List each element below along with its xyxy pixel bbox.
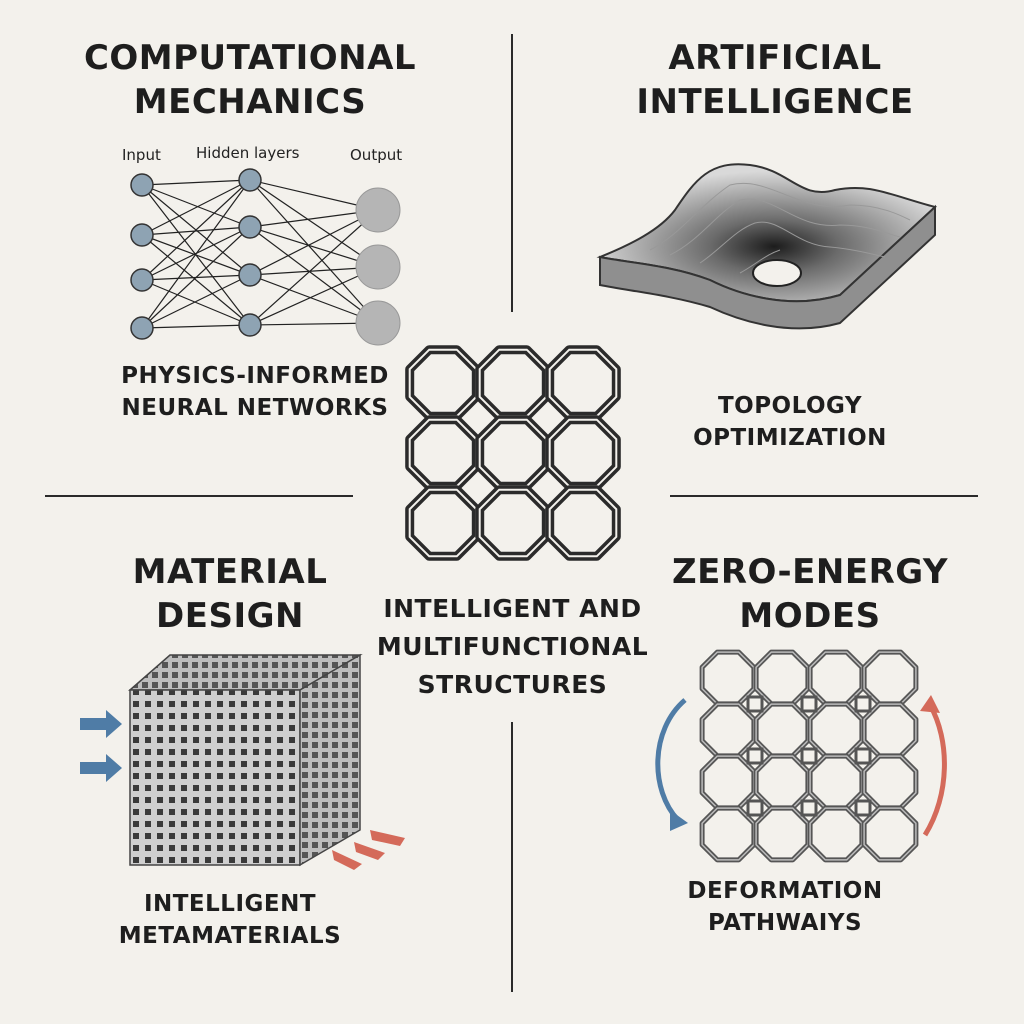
metamaterial-cube-illustration (80, 653, 405, 870)
z-square (854, 747, 872, 765)
title-line-1: ZERO-ENERGY (671, 552, 949, 592)
z-square (746, 695, 764, 713)
z-square (854, 695, 872, 713)
nn-edge (249, 266, 379, 326)
metamaterials-line-2: METAMATERIALS (118, 923, 342, 949)
computational-mechanics-title: COMPUTATIONAL MECHANICS (40, 36, 460, 124)
topology-optimization-subtitle: TOPOLOGY OPTIMIZATION (620, 390, 960, 454)
z-square (746, 799, 764, 817)
lattice-octagon-inner (478, 488, 548, 558)
nn-node (130, 223, 154, 247)
blue-rotation-arrow (655, 698, 687, 822)
topology-line-2: OPTIMIZATION (693, 425, 887, 451)
intelligent-metamaterials-subtitle: INTELLIGENT METAMATERIALS (80, 888, 380, 952)
input-label: Input (122, 146, 161, 164)
center-line-1: INTELLIGENT AND (383, 594, 642, 623)
center-line-3: STRUCTURES (417, 670, 608, 699)
nn-edge (141, 179, 251, 329)
z-octagon-inner (755, 807, 809, 861)
deformation-arrows (655, 695, 947, 837)
neural-network-diagram (130, 168, 401, 346)
lattice-octagon-inner (548, 418, 618, 488)
nn-node (238, 263, 262, 287)
lattice-octagon-inner (478, 418, 548, 488)
title-line-2: INTELLIGENCE (636, 82, 914, 122)
title-line-1: MATERIAL (132, 552, 328, 592)
nn-edge (249, 274, 379, 324)
z-square (746, 747, 764, 765)
center-caption: INTELLIGENT AND MULTIFUNCTIONAL STRUCTUR… (345, 590, 680, 704)
nn-edge (141, 179, 251, 236)
red-rotation-arrow (922, 703, 947, 837)
z-square (800, 799, 818, 817)
pinn-line-1: PHYSICS-INFORMED (121, 363, 389, 389)
z-square (800, 747, 818, 765)
pinn-subtitle: PHYSICS-INFORMED NEURAL NETWORKS (70, 360, 440, 424)
nn-edge (249, 209, 379, 326)
nn-output-node (355, 244, 401, 290)
nn-edge (249, 179, 379, 268)
octagonal-lattice-center (405, 345, 621, 561)
deformation-line-1: DEFORMATION (687, 878, 883, 904)
divider-top-vertical (511, 34, 513, 312)
lattice-octagon-inner (548, 488, 618, 558)
nn-edge (141, 184, 251, 228)
nn-node (130, 316, 154, 340)
z-octagon-inner (863, 807, 917, 861)
nn-edge (249, 209, 379, 276)
lattice-octagon-inner (408, 488, 478, 558)
z-octagon-inner (809, 807, 863, 861)
blue-arrow-head (670, 810, 688, 831)
nn-node (238, 168, 262, 192)
title-line-2: DESIGN (156, 596, 304, 636)
blue-force-arrows (80, 710, 122, 782)
zero-energy-modes-title: ZERO-ENERGY MODES (640, 550, 980, 638)
deformation-pathways-subtitle: DEFORMATION PATHWAIYS (635, 875, 935, 939)
lattice-octagon-inner (408, 418, 478, 488)
nn-output-node (355, 300, 401, 346)
title-line-1: COMPUTATIONAL (83, 38, 417, 78)
output-label: Output (350, 146, 403, 164)
red-force-strokes (332, 830, 405, 870)
nn-edge (141, 226, 251, 236)
title-line-2: MODES (739, 596, 881, 636)
nn-edge (141, 179, 251, 281)
nn-node (238, 313, 262, 337)
lattice-octagon-inner (408, 348, 478, 418)
nn-node (238, 215, 262, 239)
nn-edge (141, 234, 251, 326)
lattice-octagon-inner (478, 348, 548, 418)
z-octagon-inner (701, 807, 755, 861)
deformation-line-2: PATHWAIYS (707, 910, 863, 936)
nn-edge (141, 324, 251, 329)
title-line-2: MECHANICS (133, 82, 367, 122)
hidden-layers-label: Hidden layers (196, 144, 300, 162)
divider-left-horizontal (45, 495, 353, 497)
nn-output-node (355, 187, 401, 233)
nn-edge (249, 179, 379, 324)
zero-energy-lattice-illustration (699, 649, 919, 863)
z-square (854, 799, 872, 817)
divider-right-horizontal (670, 495, 978, 497)
lattice-octagon-inner (548, 348, 618, 418)
material-design-title: MATERIAL DESIGN (80, 550, 380, 638)
nn-edge (141, 279, 251, 326)
topology-line-1: TOPOLOGY (717, 393, 863, 419)
nn-node (130, 173, 154, 197)
red-arrow-head (920, 695, 940, 713)
nn-edge (141, 274, 251, 329)
nn-edge (141, 226, 251, 329)
nn-edge (141, 179, 251, 186)
title-line-1: ARTIFICIAL (668, 38, 882, 78)
nn-node (130, 268, 154, 292)
divider-bottom-vertical (511, 722, 513, 992)
pinn-line-2: NEURAL NETWORKS (121, 395, 389, 421)
nn-edge (249, 226, 379, 324)
metamaterials-line-1: INTELLIGENT (143, 891, 317, 917)
artificial-intelligence-title: ARTIFICIAL INTELLIGENCE (560, 36, 990, 124)
topology-surface-illustration (596, 163, 938, 330)
center-line-2: MULTIFUNCTIONAL (376, 632, 649, 661)
z-square (800, 695, 818, 713)
